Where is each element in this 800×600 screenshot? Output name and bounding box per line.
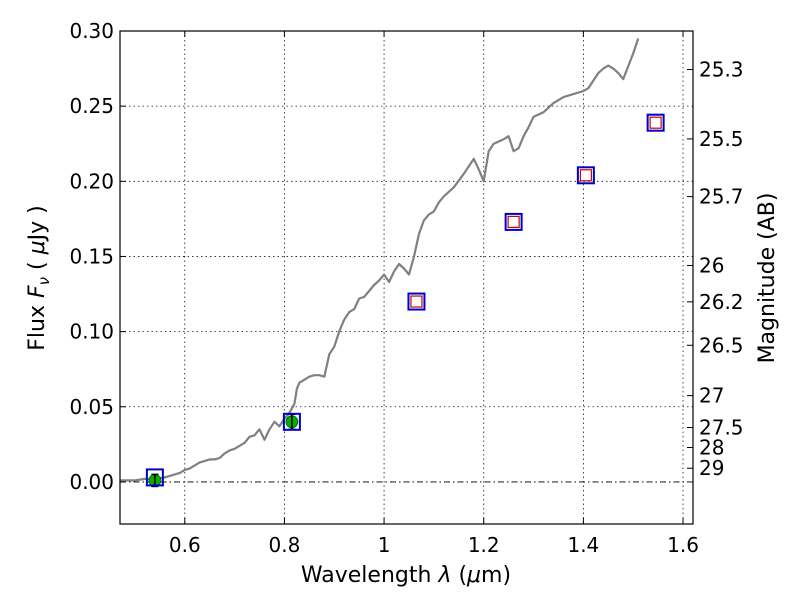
marker-layer <box>145 113 665 488</box>
grid-layer <box>120 30 693 524</box>
y2-tick-label: 25.7 <box>699 185 744 209</box>
y2-tick-label: 26 <box>699 253 724 277</box>
y-tick-label: 0.25 <box>69 94 114 118</box>
y2-tick-label: 26.5 <box>699 333 744 357</box>
upper-limit-square <box>507 215 520 228</box>
y-tick-label: 0.20 <box>69 169 114 193</box>
spectrum-line <box>120 38 640 482</box>
x-tick-label: 1 <box>378 533 391 557</box>
upper-limit-square <box>410 295 423 308</box>
model-photometry-square <box>646 113 665 132</box>
upper-limit-square <box>649 116 662 129</box>
x-axis-title: Wavelength λ (μm) <box>301 563 511 588</box>
y-tick-label: 0.05 <box>69 395 114 419</box>
y-tick-label: 0.30 <box>69 19 114 43</box>
y2-tick-label: 26.2 <box>699 290 744 314</box>
y-tick-label: 0.00 <box>69 470 114 494</box>
y2-axis-title: Magnitude (AB) <box>755 193 780 364</box>
y2-tick-label: 25.3 <box>699 57 744 81</box>
label-layer: 0.6 0.8 1 1.2 1.4 1.6 0.00 0.05 0.10 0.15 0.20 0.25… <box>69 19 743 557</box>
x-tick-label: 1.2 <box>468 533 500 557</box>
y-axis-title: Flux Fν ( μJy ) <box>25 205 53 350</box>
model-photometry-square <box>282 412 301 431</box>
x-tick-label: 0.6 <box>169 533 201 557</box>
y-tick-label: 0.15 <box>69 244 114 268</box>
y-tick-label: 0.10 <box>69 320 114 344</box>
y2-tick-label: 28 <box>699 435 724 459</box>
model-photometry-square <box>504 212 523 231</box>
y2-tick-label: 25.5 <box>699 127 744 151</box>
upper-limit-square <box>579 169 592 182</box>
tick-layer <box>120 30 693 524</box>
series-layer <box>120 38 640 482</box>
model-photometry-square <box>407 292 426 311</box>
plot-frame <box>119 30 694 525</box>
x-tick-label: 0.8 <box>269 533 301 557</box>
x-tick-label: 1.4 <box>567 533 599 557</box>
model-photometry-square <box>576 166 595 185</box>
y2-tick-label: 27.5 <box>699 416 744 440</box>
x-tick-label: 1.6 <box>667 533 699 557</box>
model-photometry-square <box>145 468 164 487</box>
y2-tick-label: 27 <box>699 384 724 408</box>
y2-tick-label: 29 <box>699 456 724 480</box>
